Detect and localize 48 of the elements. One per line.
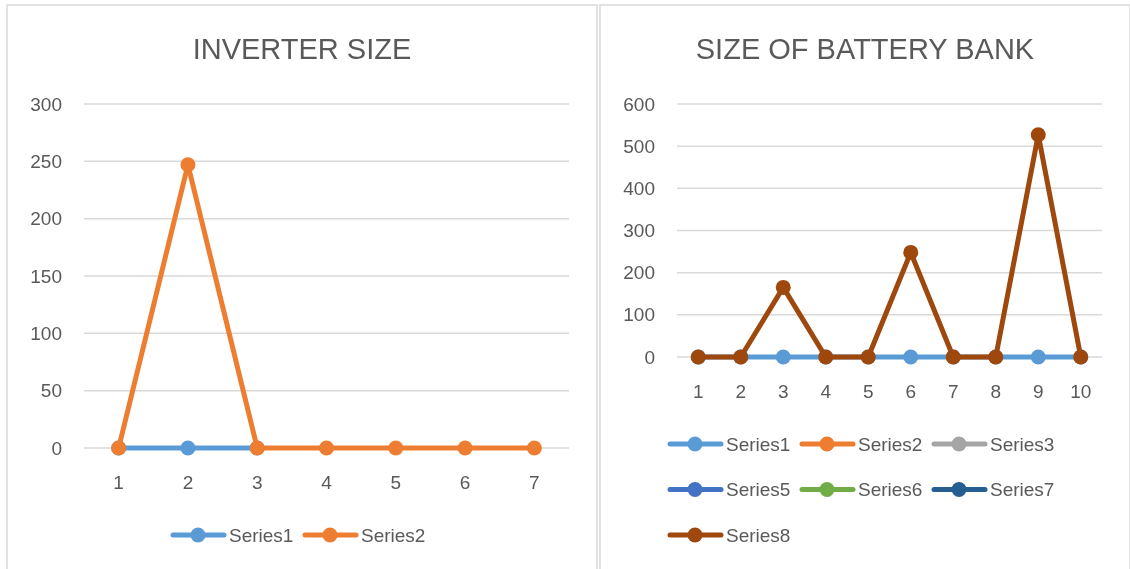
x-tick-label: 2 <box>182 471 194 493</box>
point <box>903 349 919 365</box>
chart-title: SIZE OF BATTERY BANK <box>695 33 1035 65</box>
legend-label: Series5 <box>726 479 791 500</box>
x-tick-label: 7 <box>947 380 959 402</box>
y-tick-label: 250 <box>30 150 62 172</box>
x-tick-label: 7 <box>529 471 540 493</box>
legend-label: Series1 <box>229 524 294 546</box>
y-tick-label: 50 <box>40 380 62 402</box>
x-tick-label: 3 <box>777 380 789 402</box>
x-tick-label: 2 <box>735 380 747 402</box>
legend-label: Series6 <box>858 479 923 500</box>
chart-title: INVERTER SIZE <box>192 33 412 65</box>
point <box>775 279 791 295</box>
y-tick-label: 400 <box>623 177 655 199</box>
y-tick-label: 500 <box>623 135 655 157</box>
y-tick-label: 150 <box>30 265 62 287</box>
y-tick-label: 200 <box>30 208 62 230</box>
x-tick-label: 10 <box>1070 380 1092 402</box>
point <box>1030 349 1046 365</box>
legend-label: Series8 <box>726 524 791 546</box>
legend-label: Series2 <box>361 524 426 546</box>
y-tick-label: 600 <box>623 93 655 115</box>
x-tick-label: 4 <box>820 380 832 402</box>
y-tick-label: 0 <box>644 346 655 368</box>
legend-label: Series7 <box>990 479 1055 500</box>
point <box>903 244 919 260</box>
x-tick-label: 6 <box>459 471 471 493</box>
x-tick-label: 1 <box>692 380 704 402</box>
y-tick-label: 200 <box>623 262 655 284</box>
x-tick-label: 1 <box>113 471 124 493</box>
y-tick-label: 100 <box>623 304 655 326</box>
x-tick-label: 6 <box>905 380 917 402</box>
y-tick-label: 100 <box>30 322 62 344</box>
x-tick-label: 8 <box>990 380 1002 402</box>
legend-label: Series2 <box>858 433 923 455</box>
legend-label: Series1 <box>726 433 791 455</box>
x-tick-label: 5 <box>390 471 402 493</box>
y-tick-label: 0 <box>51 437 62 459</box>
x-tick-label: 5 <box>862 380 874 402</box>
y-tick-label: 300 <box>623 220 655 241</box>
x-tick-label: 9 <box>1032 380 1044 402</box>
y-tick-label: 300 <box>30 93 62 115</box>
point <box>1030 127 1046 143</box>
legend-label: Series3 <box>990 433 1055 455</box>
point <box>775 349 791 365</box>
x-tick-label: 3 <box>251 471 263 493</box>
x-tick-label: 4 <box>321 471 333 493</box>
